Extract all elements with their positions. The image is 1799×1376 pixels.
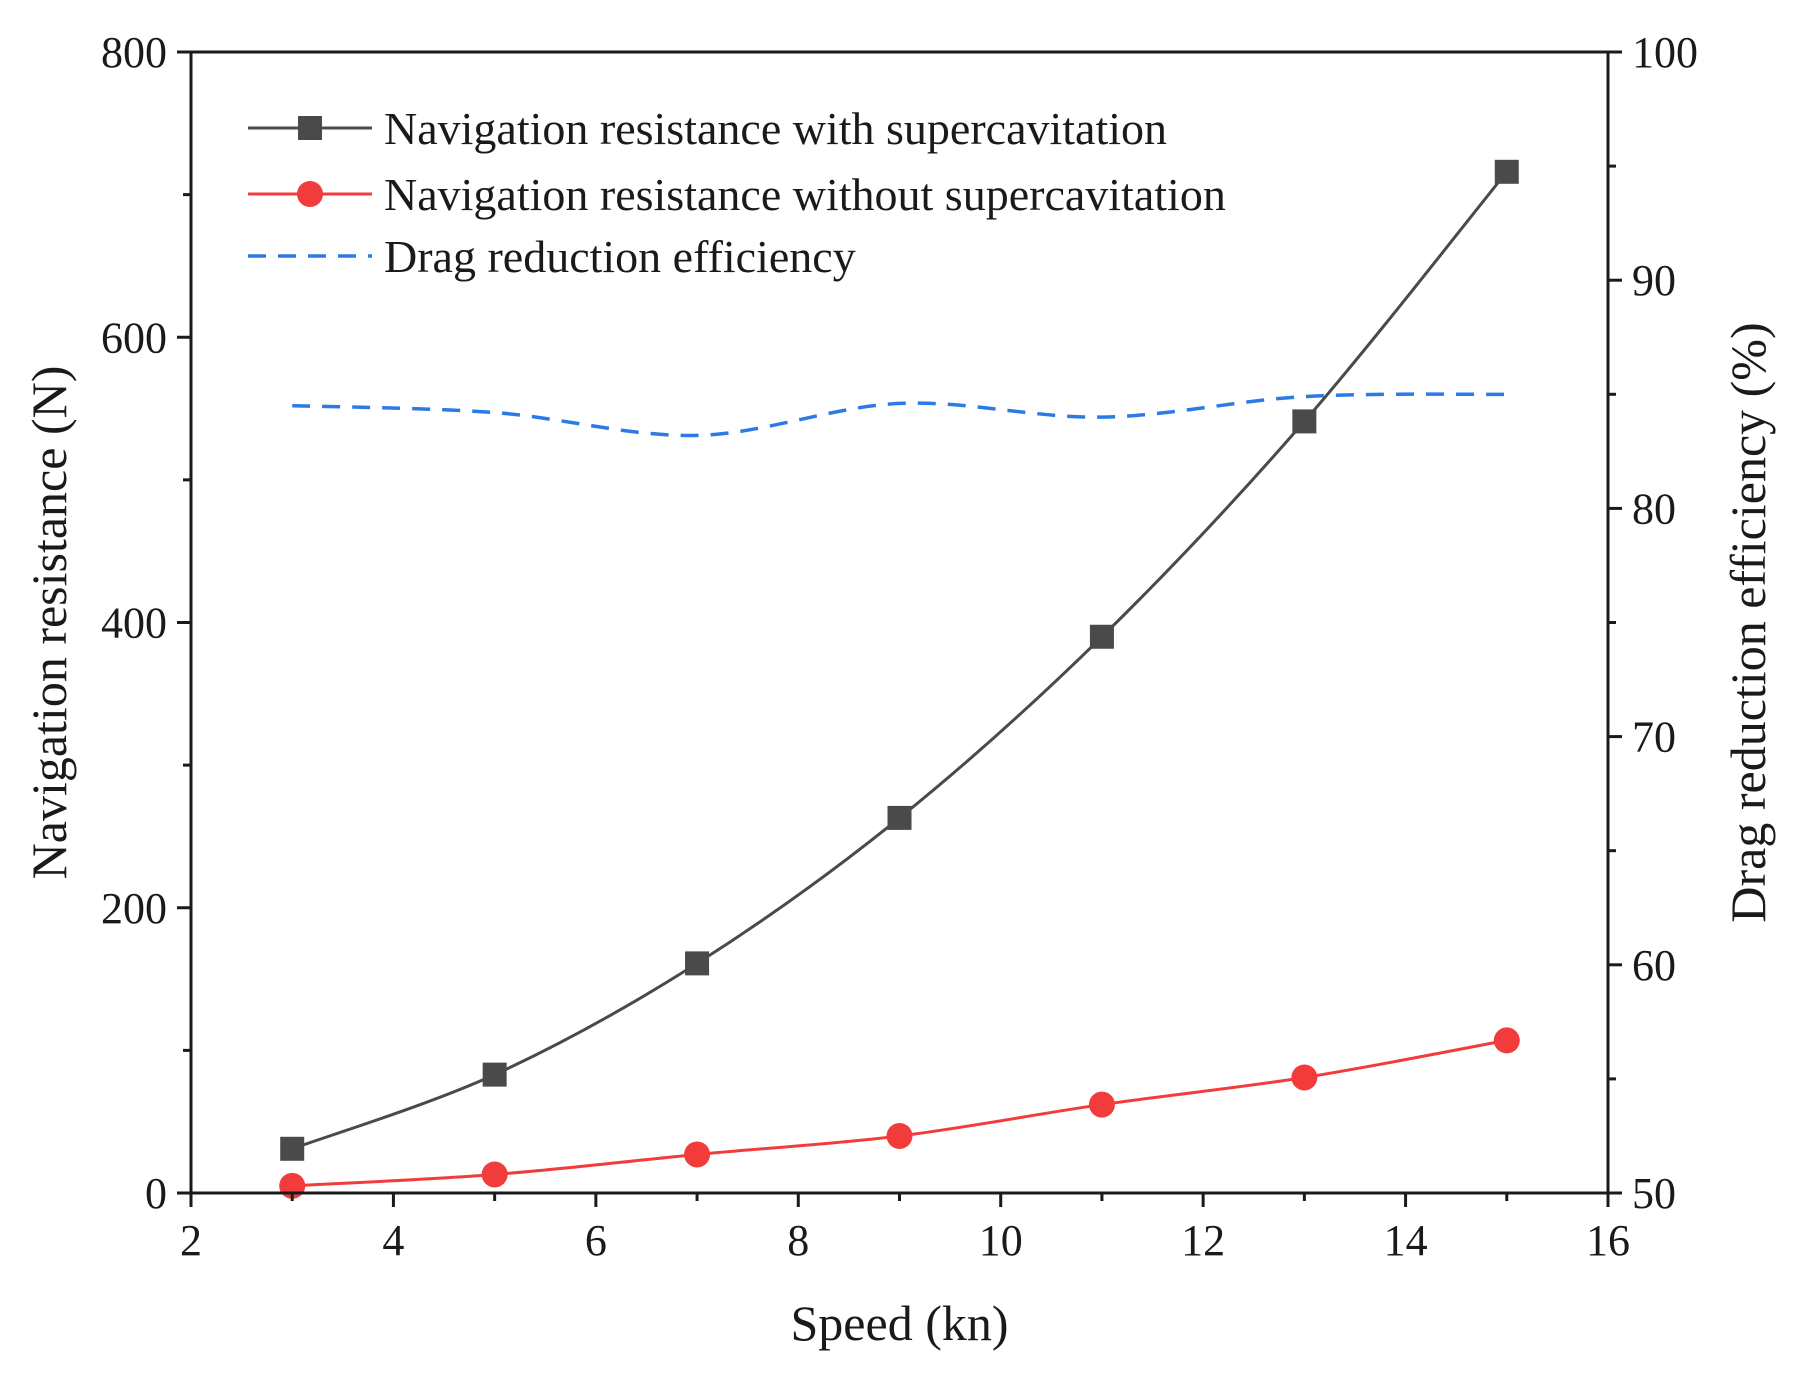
y-right-tick-label: 70 [1632,713,1676,762]
data-point-circle [684,1141,711,1168]
data-point-square [685,951,710,976]
y-right-tick-label: 100 [1632,28,1698,77]
x-axis-title: Speed (kn) [791,1295,1009,1351]
data-point-square [1292,409,1317,434]
x-tick-label: 4 [382,1216,404,1265]
x-tick-label: 10 [979,1216,1023,1265]
series-2 [279,1027,1520,1199]
x-tick-label: 2 [180,1216,202,1265]
y-left-tick-label: 600 [101,313,167,362]
y-left-tick-label: 0 [145,1169,167,1218]
legend-swatch-square-marker [248,116,372,140]
legend-label-with-supercavitation: Navigation resistance with supercavitati… [384,103,1167,154]
legend-marker-circle [297,181,323,207]
x-tick-label: 12 [1181,1216,1225,1265]
legend-label-without-supercavitation: Navigation resistance without supercavit… [384,169,1226,220]
data-point-square [1089,624,1114,649]
legend-label-drag-reduction: Drag reduction efficiency [384,231,856,282]
data-point-circle [1291,1064,1318,1091]
y-axis-left-title: Navigation resistance (N) [21,366,77,880]
axis-ticks [177,50,1622,1207]
data-point-square [887,805,912,830]
data-point-circle [886,1122,913,1149]
series-1 [280,159,1519,1161]
data-point-circle [481,1161,508,1188]
x-tick-label: 8 [787,1216,809,1265]
axis-tick-labels: 2 4 6 8 10 12 14 16 0 200 400 600 800 50 60 70 80 90 100 [101,28,1698,1265]
data-point-square [280,1136,305,1161]
y-right-tick-label: 90 [1632,256,1676,305]
x-tick-label: 16 [1586,1216,1630,1265]
legend-item-drag-reduction: Drag reduction efficiency [248,231,856,282]
series-3 [292,392,1507,438]
legend-swatch-circle-marker [248,181,372,207]
y-right-tick-label: 60 [1632,941,1676,990]
x-tick-label: 6 [585,1216,607,1265]
data-point-square [482,1062,507,1087]
y-right-tick-label: 80 [1632,484,1676,533]
y-left-tick-label: 200 [101,884,167,933]
legend-marker-square [298,116,322,140]
y-left-tick-label: 400 [101,599,167,648]
data-point-circle [1088,1091,1115,1118]
series-layer [279,159,1520,1199]
legend-item-without-supercavitation: Navigation resistance without supercavit… [248,169,1226,220]
y-right-tick-label: 50 [1632,1169,1676,1218]
series-3-line [292,392,1507,438]
y-axis-right-title: Drag reduction efficiency (%) [1720,322,1776,922]
legend: Navigation resistance with supercavitati… [248,103,1226,282]
x-tick-label: 14 [1384,1216,1428,1265]
legend-item-with-supercavitation: Navigation resistance with supercavitati… [248,103,1167,154]
data-point-circle [1493,1027,1520,1054]
data-point-square [1494,159,1519,184]
y-left-tick-label: 800 [101,28,167,77]
